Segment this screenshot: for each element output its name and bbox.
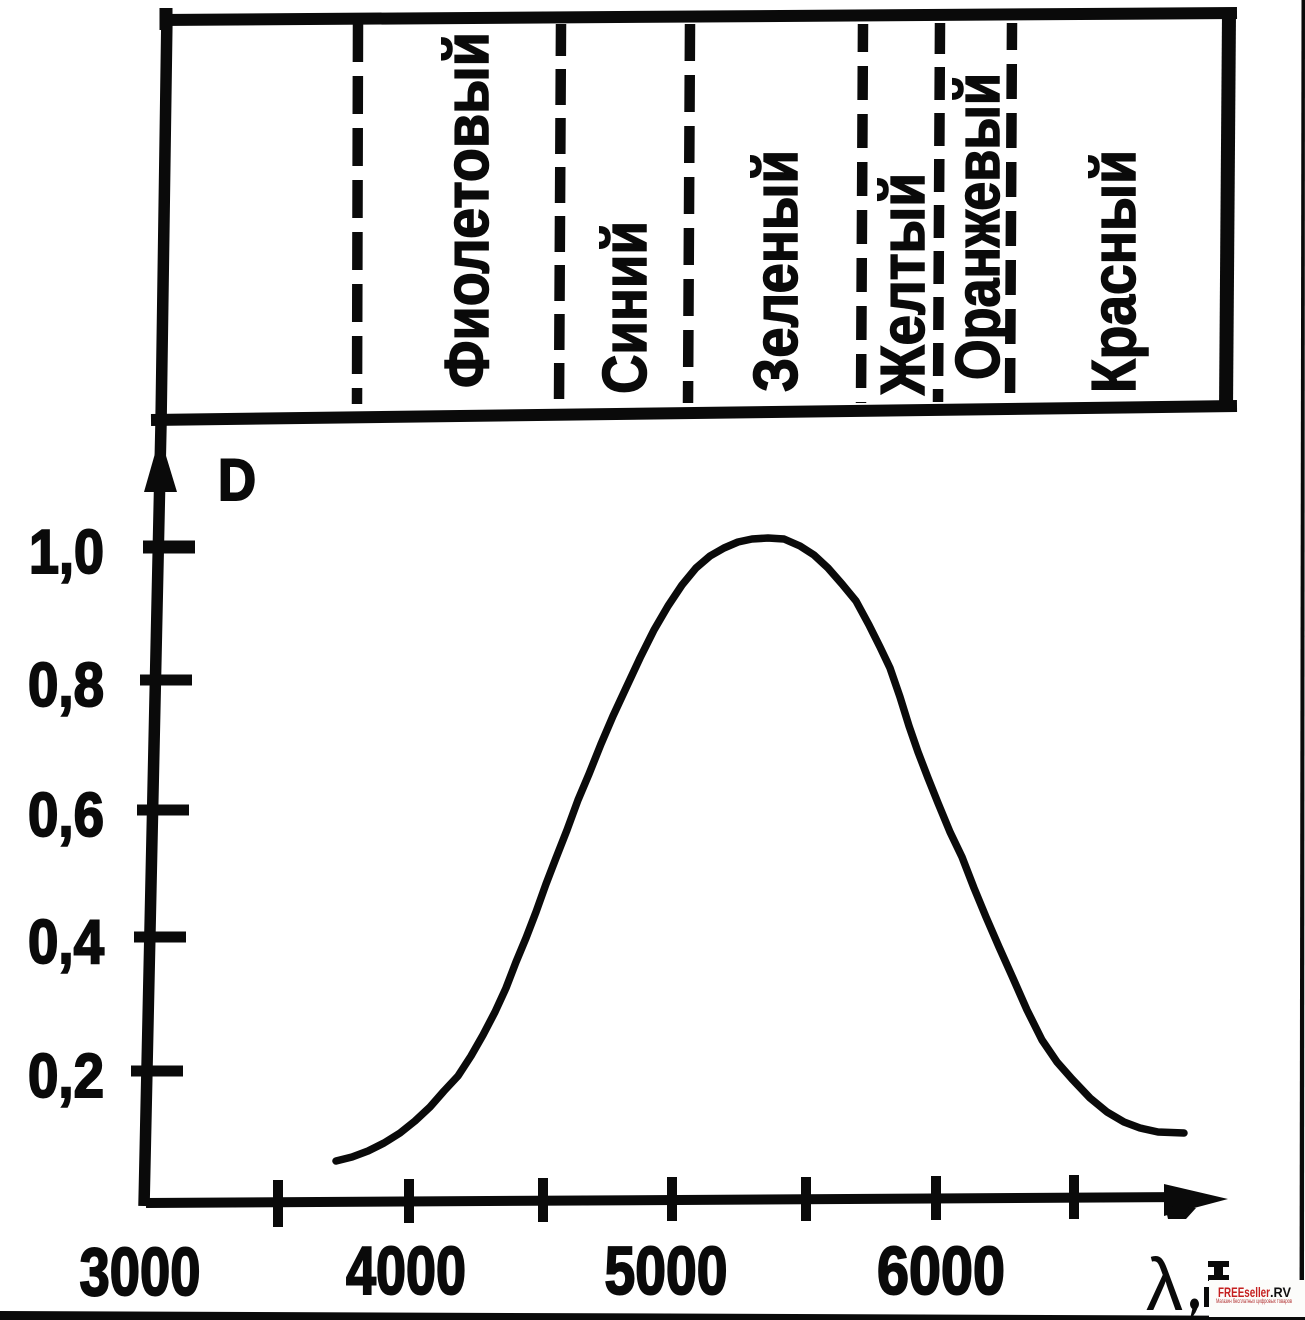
svg-text:0,6: 0,6 (28, 781, 104, 850)
svg-text:Магазин бесплатных цифровых то: Магазин бесплатных цифровых товаров (1216, 1299, 1292, 1305)
svg-text:Желтый: Желтый (869, 173, 938, 396)
svg-text:Синий: Синий (591, 221, 660, 394)
svg-text:0,8: 0,8 (28, 651, 104, 720)
svg-text:1,0: 1,0 (29, 518, 104, 587)
svg-text:.RV: .RV (1270, 1284, 1292, 1300)
svg-text:6000: 6000 (877, 1233, 1005, 1309)
svg-text:0,4: 0,4 (28, 908, 104, 977)
svg-text:Фиолетовый: Фиолетовый (433, 32, 502, 388)
svg-text:D: D (218, 448, 256, 513)
svg-text:Красный: Красный (1080, 150, 1149, 393)
svg-text:3000: 3000 (80, 1234, 201, 1310)
svg-text:λ: λ (1146, 1243, 1183, 1320)
svg-text:4000: 4000 (346, 1233, 466, 1309)
svg-text:Зеленый: Зеленый (742, 150, 811, 392)
svg-text:5000: 5000 (605, 1233, 728, 1309)
svg-text:0,2: 0,2 (28, 1042, 104, 1111)
svg-text:Оранжевый: Оранжевый (944, 73, 1013, 380)
svg-text:FREEseller: FREEseller (1218, 1284, 1270, 1300)
